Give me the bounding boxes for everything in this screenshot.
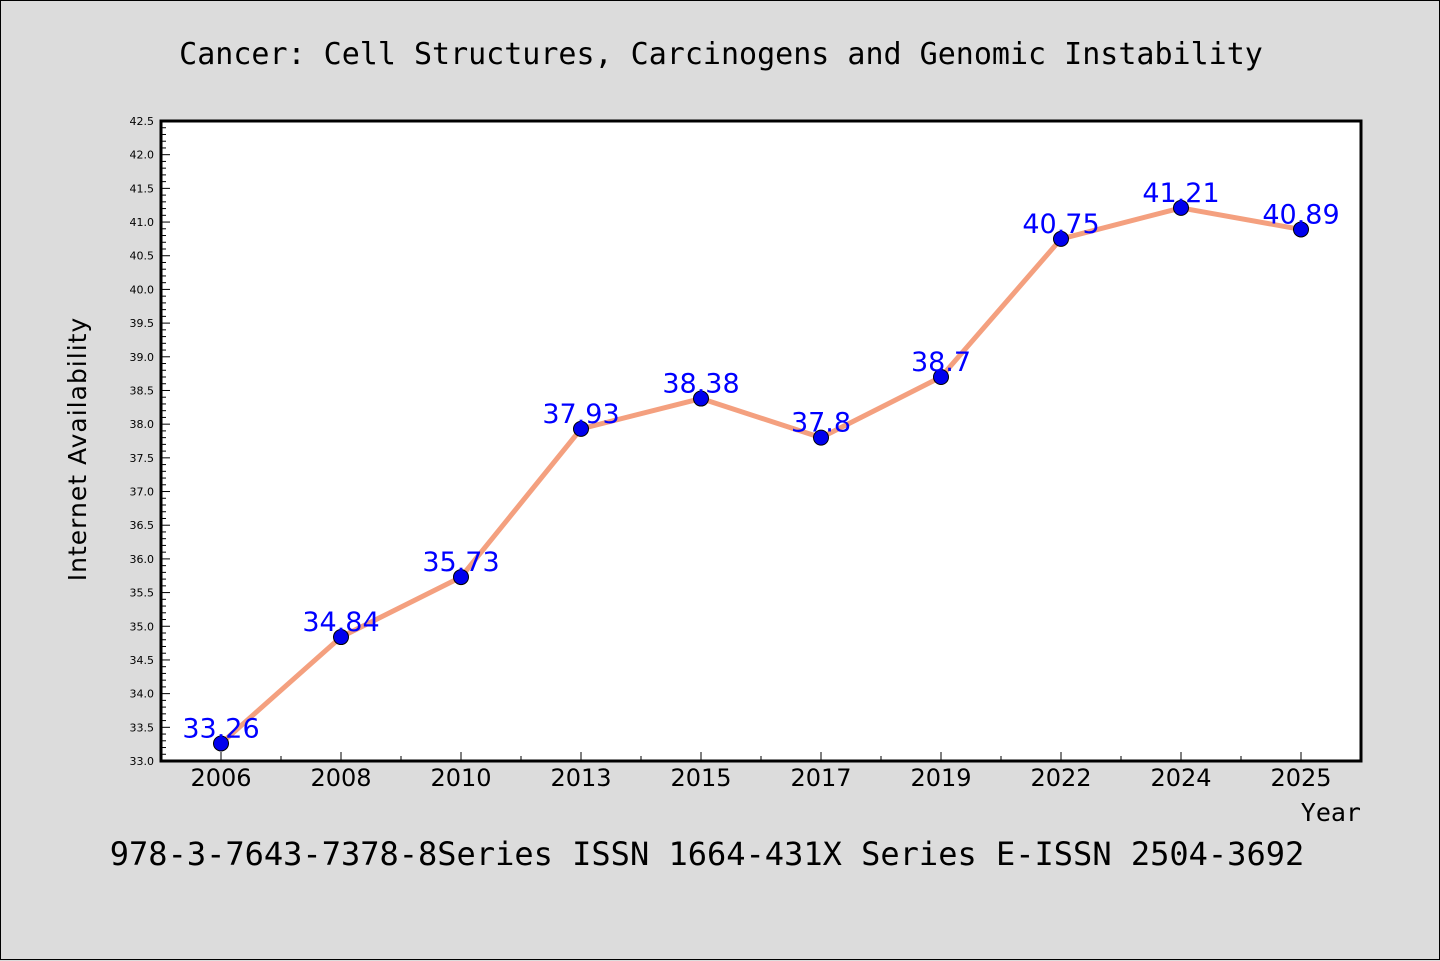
x-tick-label: 2019 — [910, 764, 971, 792]
plot-frame — [159, 119, 1363, 763]
data-point-marker — [453, 569, 469, 586]
data-label: 37.93 — [542, 399, 619, 430]
y-tick-label: 34.5 — [130, 654, 155, 667]
series-line — [218, 205, 1304, 746]
data-label: 34.84 — [302, 607, 379, 638]
y-tick-label: 40.0 — [130, 283, 155, 296]
x-tick-label: 2017 — [790, 764, 851, 792]
y-axis-label: Internet Availability — [63, 317, 92, 581]
y-tick-label: 39.0 — [130, 351, 155, 364]
y-tick-label: 39.5 — [130, 317, 155, 330]
x-tick-label: 2022 — [1030, 764, 1091, 792]
data-label: 37.8 — [791, 408, 851, 439]
y-tick-label: 35.5 — [130, 587, 155, 600]
chart-subtitle: 978-3-7643-7378-8Series ISSN 1664-431X S… — [110, 835, 1304, 873]
y-axis: 33.0 33.5 34.0 34.5 35.0 35.5 36.0 36.5 37.0 37.5… — [130, 115, 170, 768]
y-tick-label: 40.5 — [130, 250, 155, 263]
y-tick-label: 42.5 — [130, 115, 155, 128]
x-tick-label: 2025 — [1270, 764, 1331, 792]
x-tick-label: 2010 — [430, 764, 491, 792]
x-axis-label: Year — [1301, 798, 1361, 827]
series-layer — [213, 199, 1309, 752]
y-tick-label: 41.0 — [130, 216, 155, 229]
y-tick-label: 37.0 — [130, 486, 155, 499]
data-point-marker — [933, 369, 949, 385]
x-tick-label: 2006 — [190, 764, 251, 792]
x-tick-label: 2013 — [550, 764, 611, 792]
data-point-marker — [1173, 199, 1189, 216]
data-label: 38.7 — [911, 347, 971, 378]
x-axis: 2006 2008 2010 2013 2015 2017 2019 2022 2024 2025 — [190, 752, 1332, 792]
data-label-layer: 33.26 34.84 35.73 37.93 38.38 37.8 38.7 40.75 41… — [182, 178, 1339, 745]
y-tick-label: 35.0 — [130, 620, 155, 633]
data-label: 41.21 — [1142, 178, 1219, 209]
data-label: 33.26 — [182, 713, 259, 744]
data-label: 40.75 — [1022, 209, 1099, 240]
data-point-marker — [573, 420, 589, 437]
data-label: 40.89 — [1262, 199, 1339, 230]
y-tick-label: 38.0 — [130, 418, 155, 431]
y-tick-label: 33.5 — [130, 721, 155, 734]
data-point-marker — [693, 390, 709, 407]
data-point-marker — [1053, 230, 1069, 247]
data-label: 35.73 — [422, 547, 499, 578]
x-tick-label: 2015 — [670, 764, 731, 792]
y-tick-label: 37.5 — [130, 452, 155, 465]
y-tick-label: 41.5 — [130, 182, 155, 195]
y-tick-label: 36.0 — [130, 553, 155, 566]
x-tick-label: 2024 — [1150, 764, 1211, 792]
y-tick-label: 38.5 — [130, 384, 155, 397]
chart-title: Cancer: Cell Structures, Carcinogens and… — [179, 37, 1263, 72]
y-tick-label: 42.0 — [130, 149, 155, 162]
data-point-marker — [213, 735, 229, 752]
y-tick-label: 33.0 — [130, 755, 155, 768]
plot-area — [161, 121, 1361, 761]
data-point-marker — [1293, 221, 1309, 238]
data-point-marker — [813, 429, 829, 446]
data-label: 38.38 — [662, 369, 739, 400]
data-point-marker — [333, 629, 349, 646]
y-tick-label: 36.5 — [130, 519, 155, 532]
y-tick-label: 34.0 — [130, 688, 155, 701]
x-tick-label: 2008 — [310, 764, 371, 792]
